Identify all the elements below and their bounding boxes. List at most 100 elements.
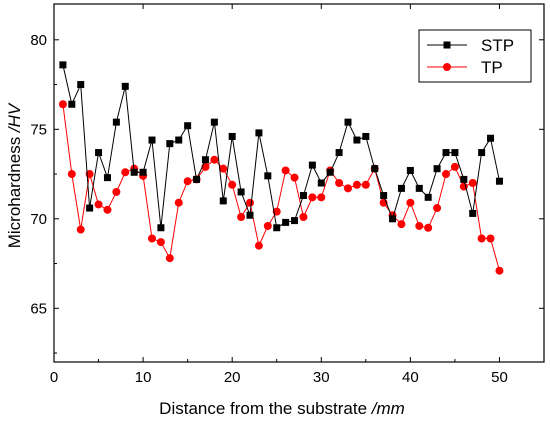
data-point-tp (308, 193, 317, 202)
data-point-stp (264, 172, 272, 180)
x-tick-label: 10 (135, 369, 152, 386)
data-point-tp (76, 225, 85, 234)
data-point-stp (103, 174, 111, 182)
data-point-stp (299, 192, 307, 200)
data-point-stp (344, 118, 352, 126)
plot-frame (53, 3, 545, 363)
data-point-stp (335, 149, 343, 157)
data-point-stp (433, 165, 441, 173)
data-point-tp (468, 179, 477, 187)
data-point-tp (477, 234, 486, 243)
axes: 0 10 20 30 40 50 65 70 75 80 (30, 3, 545, 386)
data-point-tp (406, 198, 415, 207)
data-point-tp (174, 198, 183, 207)
series-line-tp (62, 104, 500, 271)
data-point-tp (94, 200, 103, 209)
data-point-stp (282, 218, 290, 226)
data-point-tp (495, 266, 504, 275)
data-point-stp (460, 175, 468, 183)
data-point-stp (228, 132, 236, 140)
data-point-stp (193, 175, 201, 183)
data-point-tp (442, 170, 450, 179)
x-tick-label: 40 (402, 369, 419, 386)
y-axis-title-main: Microhardness (5, 132, 24, 248)
x-tick-label: 0 (50, 369, 58, 386)
data-point-tp (246, 198, 254, 207)
legend-marker-stp (443, 41, 451, 49)
data-point-stp (495, 177, 503, 185)
data-point-stp (77, 81, 85, 89)
data-point-tp (344, 184, 352, 193)
data-point-stp (371, 165, 379, 173)
data-point-tp (219, 164, 228, 173)
data-point-stp (353, 136, 361, 144)
data-point-tp (112, 187, 121, 196)
legend: STP TP (418, 29, 532, 83)
data-point-stp (406, 166, 414, 174)
data-point-stp (317, 179, 325, 187)
data-point-stp (175, 136, 183, 144)
plot-area (58, 61, 504, 275)
data-point-tp (335, 179, 344, 187)
data-point-tp (210, 155, 219, 164)
y-axis-title-unit: /HV (5, 102, 24, 133)
data-point-tp (228, 180, 237, 189)
data-point-stp (201, 156, 209, 164)
data-point-stp (326, 168, 334, 176)
y-tick-label: 75 (30, 121, 47, 138)
data-point-stp (273, 224, 281, 232)
data-point-stp (397, 184, 405, 192)
x-tick-label: 30 (313, 369, 330, 386)
x-tick-label: 20 (224, 369, 241, 386)
data-point-stp (246, 211, 254, 219)
data-point-tp (486, 234, 495, 243)
data-point-tp (148, 234, 156, 243)
data-point-stp (389, 215, 397, 223)
data-point-stp (59, 61, 67, 69)
data-point-tp (237, 213, 246, 222)
data-point-tp (263, 221, 272, 230)
data-point-stp (415, 184, 423, 192)
data-point-stp (157, 224, 165, 232)
data-point-stp (148, 136, 156, 144)
data-point-tp (450, 162, 459, 171)
data-point-stp (469, 209, 477, 217)
data-point-stp (95, 149, 103, 157)
data-point-tp (352, 180, 361, 189)
y-tick-label: 70 (30, 211, 47, 228)
data-point-tp (299, 213, 308, 222)
data-point-stp (478, 149, 486, 157)
x-axis-title-main: Distance from the substrate (159, 399, 372, 418)
legend-label-stp: STP (481, 36, 514, 55)
data-point-tp (156, 238, 165, 247)
data-point-stp (255, 129, 263, 137)
data-point-stp (380, 192, 388, 200)
y-axis-title: Microhardness /HV (5, 102, 24, 248)
x-axis-title-unit: /mm (371, 399, 405, 418)
data-point-tp (103, 205, 112, 214)
data-point-stp (121, 82, 129, 90)
data-point-tp (183, 177, 192, 186)
legend-marker-tp (443, 63, 451, 71)
data-point-stp (166, 140, 174, 148)
data-point-tp (281, 166, 290, 175)
data-point-tp (424, 223, 433, 232)
data-point-tp (317, 193, 326, 202)
data-point-stp (442, 149, 450, 157)
data-point-tp (254, 241, 263, 250)
data-point-tp (415, 221, 424, 230)
data-point-tp (58, 100, 67, 109)
x-tick-label: 50 (491, 369, 508, 386)
data-point-stp (291, 217, 299, 225)
legend-box (418, 29, 532, 83)
data-point-tp (361, 180, 370, 189)
data-point-stp (219, 197, 227, 205)
data-point-stp (130, 168, 138, 176)
data-point-tp (290, 173, 299, 182)
data-point-stp (112, 118, 120, 126)
data-point-stp (451, 149, 459, 157)
data-point-stp (86, 204, 94, 212)
data-point-stp (308, 161, 316, 169)
legend-label-tp: TP (481, 58, 503, 77)
